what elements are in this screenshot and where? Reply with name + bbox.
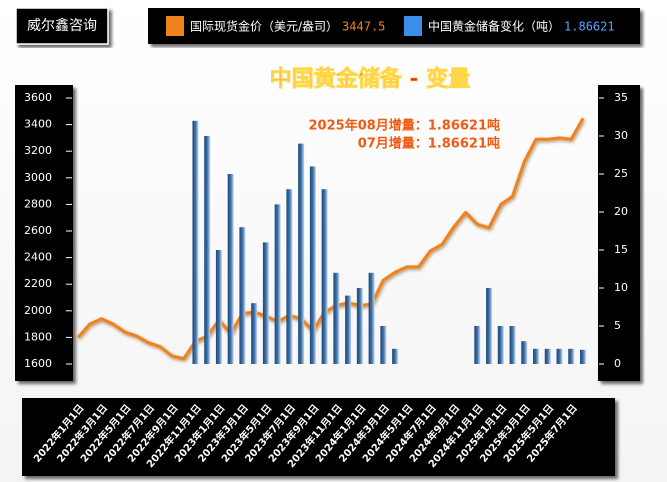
bar	[474, 326, 481, 364]
y2-tick-label: 10	[614, 281, 628, 294]
plot	[76, 117, 586, 364]
annotation: 2025年08月增量：1.86621吨	[309, 118, 500, 134]
y-tick-label: 2400	[24, 251, 52, 264]
line	[76, 117, 585, 361]
bar	[533, 348, 540, 364]
y-tick-label: 2800	[24, 197, 52, 210]
bar	[509, 326, 516, 364]
bar	[274, 204, 281, 364]
bar	[227, 174, 234, 364]
bar	[262, 242, 269, 364]
y2-tick-label: 20	[614, 205, 628, 218]
bar	[321, 189, 328, 364]
bar	[204, 136, 211, 364]
bar	[309, 166, 316, 364]
bar	[521, 341, 528, 364]
y-tick-label: 1600	[24, 357, 52, 370]
brand: 威尔鑫咨询	[27, 17, 97, 34]
bar	[568, 348, 575, 364]
y-tick-label: 2200	[24, 277, 52, 290]
bar	[192, 120, 199, 364]
legend-box	[148, 8, 640, 44]
brand-box	[15, 7, 109, 45]
y-tick-label: 2000	[24, 304, 52, 317]
bar	[580, 349, 586, 364]
y2-tick-label: 5	[614, 319, 621, 332]
bar	[215, 250, 222, 364]
y-tick-label: 3200	[24, 144, 52, 157]
bar	[251, 303, 258, 364]
y2-tick-label: 0	[614, 357, 621, 370]
bar	[333, 272, 340, 364]
bar	[486, 288, 493, 364]
y2-tick-label: 30	[614, 129, 628, 142]
legend-value: 3447.5	[342, 20, 385, 34]
bar	[239, 227, 246, 364]
y-tick-label: 2600	[24, 224, 52, 237]
bar	[298, 143, 305, 364]
left-axis-panel	[15, 85, 73, 381]
bar	[544, 348, 551, 364]
y2-tick-label: 35	[614, 91, 628, 104]
y-tick-label: 1800	[24, 330, 52, 343]
chart-title: 中国黄金储备 - 变量	[270, 66, 470, 92]
bar	[392, 348, 399, 364]
x-axis-panel	[22, 398, 615, 476]
legend-value: 1.86621	[564, 20, 615, 34]
bar	[368, 272, 375, 364]
right-axis-panel	[598, 85, 640, 381]
bar	[497, 326, 504, 364]
y2-tick-label: 25	[614, 167, 628, 180]
legend-label: 国际现货金价（美元/盎司）	[190, 19, 338, 34]
legend-swatch	[166, 16, 184, 36]
y-tick-label: 3400	[24, 118, 52, 131]
annotation: 07月增量：1.86621吨	[358, 136, 500, 152]
bar	[286, 189, 293, 364]
y2-tick-label: 15	[614, 243, 628, 256]
legend-swatch	[404, 16, 422, 36]
bar	[356, 288, 363, 364]
bar	[345, 295, 352, 364]
bar	[556, 348, 563, 364]
y-tick-label: 3000	[24, 171, 52, 184]
y-tick-label: 3600	[24, 91, 52, 104]
bar	[380, 326, 387, 364]
legend-label: 中国黄金储备变化（吨）	[428, 19, 560, 34]
